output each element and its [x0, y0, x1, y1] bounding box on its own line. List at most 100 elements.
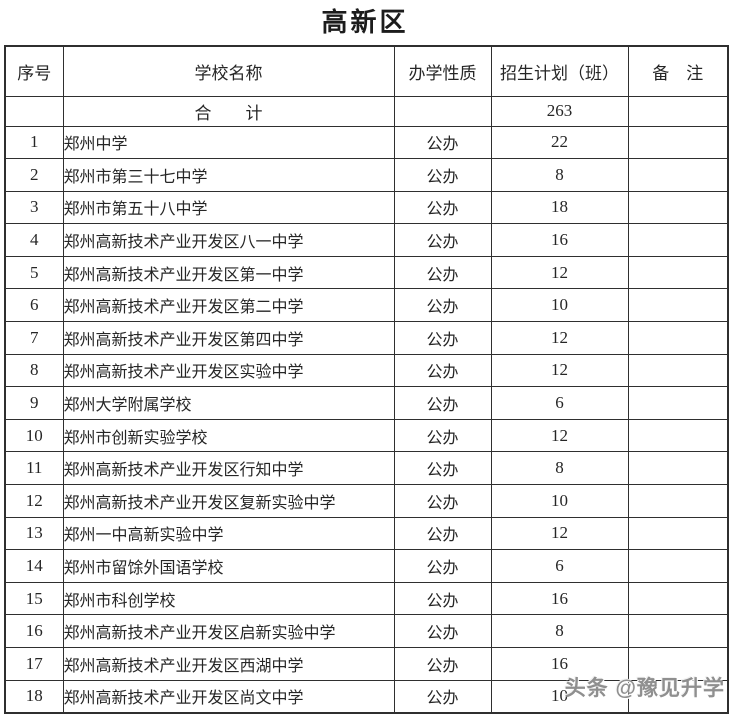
header-school-nature: 办学性质 [393, 45, 492, 97]
table-row: 8 郑州高新技术产业开发区实验中学 公办 12 [4, 353, 729, 388]
row-school-name: 郑州高新技术产业开发区尚文中学 [62, 679, 395, 714]
table-header-row: 序号 学校名称 办学性质 招生计划（班） 备 注 [4, 45, 729, 97]
row-serial-number: 15 [4, 581, 64, 616]
row-plan-value: 18 [490, 190, 629, 225]
row-serial-number: 18 [4, 679, 64, 714]
row-plan-value: 12 [490, 516, 629, 551]
page-title: 高新区 [321, 8, 409, 37]
row-plan-value: 22 [490, 125, 629, 160]
row-school-name: 郑州市创新实验学校 [62, 418, 395, 453]
row-remark [627, 321, 729, 355]
row-school-name: 郑州市第五十八中学 [62, 190, 395, 225]
table-row: 12 郑州高新技术产业开发区复新实验中学 公办 10 [4, 484, 729, 518]
row-school-name: 郑州大学附属学校 [62, 386, 395, 420]
total-nature-cell [393, 95, 492, 127]
row-school-nature: 公办 [393, 288, 492, 323]
total-row: 合 计 263 [4, 95, 729, 127]
row-plan-value: 8 [490, 614, 629, 648]
row-serial-number: 10 [4, 418, 64, 453]
row-serial-number: 9 [4, 386, 64, 420]
table-row: 4 郑州高新技术产业开发区八一中学 公办 16 [4, 223, 729, 257]
table-row: 10 郑州市创新实验学校 公办 12 [4, 418, 729, 453]
row-remark [627, 614, 729, 648]
row-school-nature: 公办 [393, 223, 492, 257]
table-body: 合 计 263 1 郑州中学 公办 22 2 郑州市第三十七中学 公办 8 3 郑州市第五十八中学… [4, 95, 729, 714]
row-plan-value: 12 [490, 321, 629, 355]
row-school-name: 郑州高新技术产业开发区启新实验中学 [62, 614, 395, 648]
row-school-name: 郑州高新技术产业开发区西湖中学 [62, 647, 395, 681]
row-school-name: 郑州市科创学校 [62, 581, 395, 616]
table-row: 1 郑州中学 公办 22 [4, 125, 729, 160]
row-plan-value: 8 [490, 158, 629, 192]
row-serial-number: 7 [4, 321, 64, 355]
row-school-nature: 公办 [393, 418, 492, 453]
row-serial-number: 16 [4, 614, 64, 648]
total-serial-cell [4, 95, 64, 127]
row-serial-number: 17 [4, 647, 64, 681]
row-plan-value: 10 [490, 484, 629, 518]
total-label: 合 计 [62, 95, 395, 127]
row-remark [627, 288, 729, 323]
table-row: 15 郑州市科创学校 公办 16 [4, 581, 729, 616]
row-serial-number: 11 [4, 451, 64, 486]
row-remark [627, 484, 729, 518]
table-row: 13 郑州一中高新实验中学 公办 12 [4, 516, 729, 551]
row-remark [627, 516, 729, 551]
table-row: 18 郑州高新技术产业开发区尚文中学 公办 10 [4, 679, 729, 714]
row-serial-number: 12 [4, 484, 64, 518]
table-row: 11 郑州高新技术产业开发区行知中学 公办 8 [4, 451, 729, 486]
table-row: 2 郑州市第三十七中学 公办 8 [4, 158, 729, 192]
watermark: 头条 @豫见升学 [564, 677, 725, 700]
total-plan-value: 263 [490, 95, 629, 127]
row-plan-value: 10 [490, 288, 629, 323]
row-school-name: 郑州高新技术产业开发区行知中学 [62, 451, 395, 486]
row-school-name: 郑州中学 [62, 125, 395, 160]
row-serial-number: 6 [4, 288, 64, 323]
row-school-nature: 公办 [393, 353, 492, 388]
row-remark [627, 581, 729, 616]
row-remark [627, 679, 729, 714]
row-school-name: 郑州一中高新实验中学 [62, 516, 395, 551]
total-remark-cell [627, 95, 729, 127]
row-school-nature: 公办 [393, 386, 492, 420]
row-remark [627, 158, 729, 192]
header-remarks: 备 注 [627, 45, 729, 97]
row-school-nature: 公办 [393, 516, 492, 551]
row-remark [627, 190, 729, 225]
row-serial-number: 8 [4, 353, 64, 388]
row-school-nature: 公办 [393, 321, 492, 355]
row-plan-value: 12 [490, 353, 629, 388]
row-serial-number: 14 [4, 549, 64, 583]
row-school-nature: 公办 [393, 614, 492, 648]
row-school-nature: 公办 [393, 647, 492, 681]
row-serial-number: 4 [4, 223, 64, 257]
table-row: 3 郑州市第五十八中学 公办 18 [4, 190, 729, 225]
row-remark [627, 255, 729, 290]
header-enrollment-plan: 招生计划（班） [490, 45, 629, 97]
table-row: 17 郑州高新技术产业开发区西湖中学 公办 16 [4, 647, 729, 681]
table-row: 16 郑州高新技术产业开发区启新实验中学 公办 8 [4, 614, 729, 648]
row-school-name: 郑州高新技术产业开发区第一中学 [62, 255, 395, 290]
row-school-name: 郑州市第三十七中学 [62, 158, 395, 192]
row-remark [627, 418, 729, 453]
row-remark [627, 223, 729, 257]
table-row: 7 郑州高新技术产业开发区第四中学 公办 12 [4, 321, 729, 355]
row-school-name: 郑州高新技术产业开发区实验中学 [62, 353, 395, 388]
row-plan-value: 6 [490, 386, 629, 420]
row-plan-value: 8 [490, 451, 629, 486]
row-serial-number: 3 [4, 190, 64, 225]
row-serial-number: 1 [4, 125, 64, 160]
row-plan-value: 16 [490, 223, 629, 257]
table-row: 6 郑州高新技术产业开发区第二中学 公办 10 [4, 288, 729, 323]
row-school-nature: 公办 [393, 125, 492, 160]
row-school-nature: 公办 [393, 581, 492, 616]
enrollment-plan-table: 序号 学校名称 办学性质 招生计划（班） 备 注 合 计 263 1 郑州中学 公办… [4, 45, 729, 714]
row-school-nature: 公办 [393, 190, 492, 225]
row-serial-number: 13 [4, 516, 64, 551]
row-remark [627, 451, 729, 486]
row-school-nature: 公办 [393, 484, 492, 518]
row-serial-number: 2 [4, 158, 64, 192]
row-remark [627, 125, 729, 160]
header-school-name: 学校名称 [62, 45, 395, 97]
row-school-name: 郑州市留馀外国语学校 [62, 549, 395, 583]
